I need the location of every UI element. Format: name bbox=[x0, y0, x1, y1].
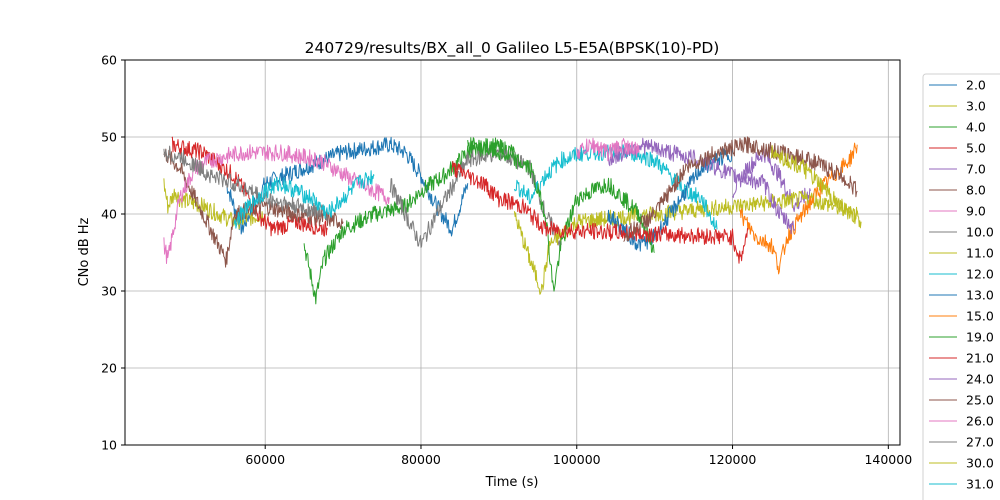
legend: 2.0 3.0 4.0 5.0 7.0 8.0 9.0 10.0 11.0 12.0 13.0 15.… bbox=[922, 73, 1000, 500]
legend-label: 11.0 bbox=[966, 246, 994, 261]
y-tick-label: 60 bbox=[101, 53, 117, 68]
x-axis-ticks: 60000 80000 100000 120000 140000 bbox=[245, 445, 912, 467]
x-axis-label: Time (s) bbox=[485, 475, 539, 490]
y-tick-label: 40 bbox=[101, 207, 117, 222]
legend-label: 30.0 bbox=[966, 456, 994, 471]
legend-label: 19.0 bbox=[966, 330, 994, 345]
legend-label: 9.0 bbox=[966, 204, 986, 219]
series-line-5-0 bbox=[171, 136, 328, 237]
series-line-27-0 bbox=[163, 145, 328, 221]
series-line-25-0 bbox=[623, 136, 858, 242]
legend-label: 25.0 bbox=[966, 393, 994, 408]
series-line-30-0 bbox=[771, 145, 862, 229]
legend-box bbox=[922, 73, 1000, 500]
legend-label: 24.0 bbox=[966, 372, 994, 387]
x-tick-label: 100000 bbox=[553, 452, 601, 467]
legend-label: 21.0 bbox=[966, 351, 994, 366]
legend-label: 8.0 bbox=[966, 183, 986, 198]
y-tick-label: 30 bbox=[101, 284, 117, 299]
plot-area-frame bbox=[124, 59, 901, 446]
legend-label: 7.0 bbox=[966, 162, 986, 177]
legend-label: 12.0 bbox=[966, 267, 994, 282]
series-line-10-0 bbox=[389, 144, 562, 250]
y-axis-ticks: 10 20 30 40 50 60 bbox=[101, 53, 125, 453]
plot-series-group bbox=[163, 136, 862, 305]
legend-label: 2.0 bbox=[966, 78, 986, 93]
x-tick-label: 140000 bbox=[864, 452, 912, 467]
legend-label: 15.0 bbox=[966, 309, 994, 324]
legend-label: 13.0 bbox=[966, 288, 994, 303]
y-axis-label: CNo dB Hz bbox=[77, 217, 92, 286]
legend-label-partial: 33.0 bbox=[966, 498, 994, 500]
series-line-31-0 bbox=[233, 170, 375, 229]
x-tick-label: 60000 bbox=[245, 452, 285, 467]
legend-label: 4.0 bbox=[966, 120, 986, 135]
x-tick-label: 80000 bbox=[401, 452, 441, 467]
y-tick-label: 20 bbox=[101, 361, 117, 376]
legend-label: 26.0 bbox=[966, 414, 994, 429]
series-line-19-0 bbox=[467, 137, 655, 292]
y-tick-label: 50 bbox=[101, 130, 117, 145]
y-tick-label: 10 bbox=[101, 438, 117, 453]
series-line-26-0 bbox=[576, 137, 640, 162]
legend-label: 10.0 bbox=[966, 225, 994, 240]
legend-label: 31.0 bbox=[966, 477, 994, 492]
chart-title: 240729/results/BX_all_0 Galileo L5-E5A(B… bbox=[305, 39, 720, 58]
legend-label: 5.0 bbox=[966, 141, 986, 156]
legend-label: 27.0 bbox=[966, 435, 994, 450]
series-line-21-0 bbox=[451, 160, 749, 264]
legend-label: 3.0 bbox=[966, 99, 986, 114]
x-tick-label: 120000 bbox=[709, 452, 757, 467]
